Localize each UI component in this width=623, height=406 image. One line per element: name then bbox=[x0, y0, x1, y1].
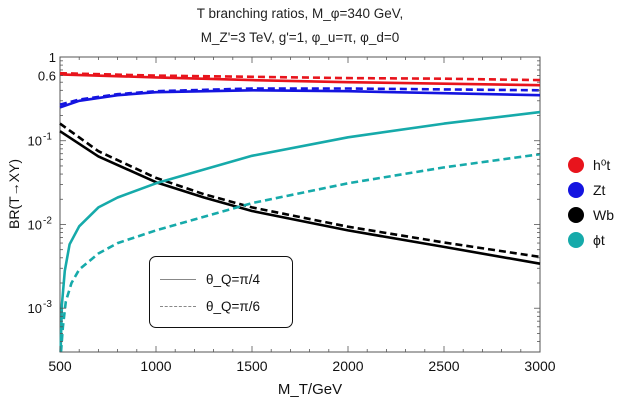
legend-marker-phit bbox=[568, 232, 584, 248]
x-tick-label: 2000 bbox=[332, 358, 363, 374]
y-tick-label: 1 bbox=[49, 50, 56, 65]
y-tick-exponent: -2 bbox=[43, 215, 52, 226]
y-tick-label: 0.6 bbox=[38, 69, 56, 84]
chart-title-line-1: T branching ratios, M_φ=340 GeV, bbox=[196, 6, 404, 21]
legend-label-zt: Zt bbox=[593, 182, 606, 198]
x-tick-label: 1000 bbox=[140, 358, 171, 374]
series-layer bbox=[59, 71, 541, 353]
legend-marker-zt bbox=[568, 182, 584, 198]
series-line-0 bbox=[59, 73, 541, 87]
series-line-2 bbox=[59, 89, 541, 109]
axis-layer bbox=[59, 56, 541, 353]
legend-item-phit: ϕt bbox=[568, 230, 605, 250]
legend-item-zt: Zt bbox=[568, 180, 605, 200]
dashed-line-sample bbox=[160, 306, 196, 307]
series-line-4 bbox=[59, 130, 541, 265]
line-style-solid: θ_Q=π/4 bbox=[160, 272, 260, 287]
plot-frame bbox=[59, 56, 541, 353]
series-line-5 bbox=[59, 122, 541, 259]
y-tick-label: 10 bbox=[28, 134, 42, 149]
chart-title-line-2: M_Z'=3 TeV, g'=1, φ_u=π, φ_d=0 bbox=[200, 30, 400, 45]
legend-label-h0t: h⁰t bbox=[593, 156, 611, 173]
x-tick-label: 3000 bbox=[524, 358, 555, 374]
series-line-1 bbox=[59, 71, 541, 82]
line-style-legend: θ_Q=π/4 θ_Q=π/6 bbox=[149, 256, 293, 328]
y-tick-exponent: -3 bbox=[43, 299, 52, 310]
solid-line-sample bbox=[160, 279, 196, 280]
line-style-solid-label: θ_Q=π/4 bbox=[206, 272, 260, 287]
legend-item-h0t: h⁰t bbox=[568, 155, 610, 175]
legend-marker-wb bbox=[568, 207, 584, 223]
series-line-6 bbox=[59, 110, 541, 353]
line-style-dashed-label: θ_Q=π/6 bbox=[206, 299, 260, 314]
legend-item-wb: Wb bbox=[568, 205, 614, 225]
x-tick-label: 2500 bbox=[428, 358, 459, 374]
legend-marker-h0t bbox=[568, 157, 584, 173]
legend-label-wb: Wb bbox=[593, 207, 614, 223]
y-axis-label: BR(T→XY) bbox=[6, 159, 22, 229]
line-style-dashed: θ_Q=π/6 bbox=[160, 299, 260, 314]
y-tick-label: 10 bbox=[28, 301, 42, 316]
series-line-7 bbox=[59, 152, 541, 353]
y-tick-label: 10 bbox=[28, 217, 42, 232]
x-tick-label: 1500 bbox=[236, 358, 267, 374]
series-line-3 bbox=[59, 87, 541, 106]
legend-label-phit: ϕt bbox=[593, 232, 605, 248]
x-axis-label: M_T/GeV bbox=[277, 381, 343, 398]
y-tick-exponent: -1 bbox=[43, 132, 52, 143]
x-tick-label: 500 bbox=[48, 358, 72, 374]
